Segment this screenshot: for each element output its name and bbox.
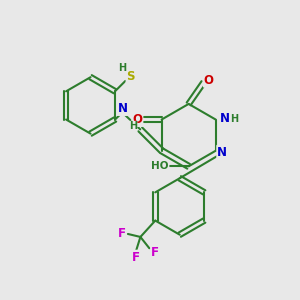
Text: O: O xyxy=(204,74,214,87)
Text: F: F xyxy=(151,246,159,259)
Text: HO: HO xyxy=(151,161,169,171)
Text: F: F xyxy=(118,227,126,241)
Text: N: N xyxy=(117,102,128,115)
Text: H: H xyxy=(230,114,238,124)
Text: O: O xyxy=(132,113,142,126)
Text: H: H xyxy=(118,63,127,74)
Text: H: H xyxy=(129,122,137,131)
Text: N: N xyxy=(217,146,227,159)
Text: N: N xyxy=(220,112,230,125)
Text: S: S xyxy=(127,70,135,83)
Text: F: F xyxy=(132,250,140,264)
